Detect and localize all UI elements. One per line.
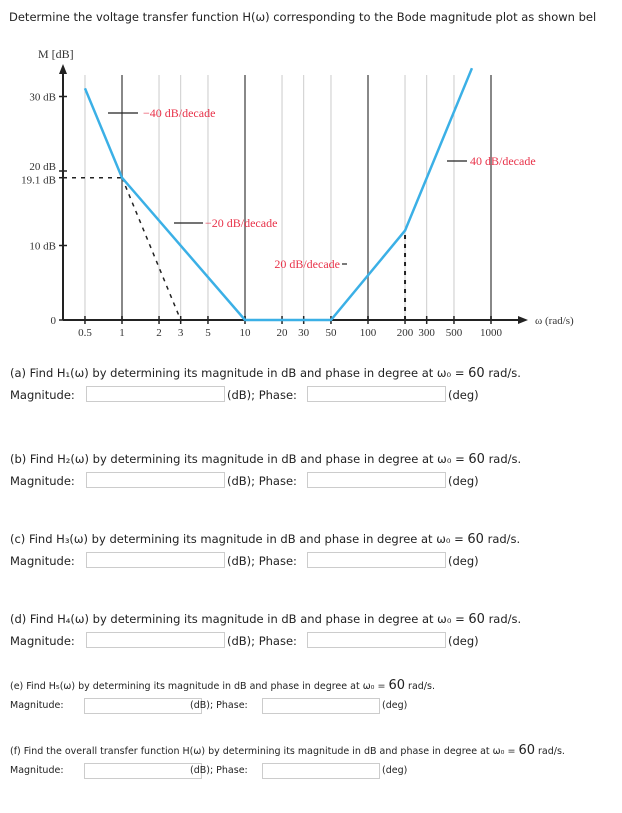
x-tick-label: 1 (119, 327, 125, 339)
y-tick-label: 10 dB (29, 241, 56, 253)
phase-input-c[interactable] (307, 552, 446, 568)
question-b: (b) Find H₂(ω) by determining its magnit… (10, 452, 521, 467)
phase-input-d[interactable] (307, 632, 446, 648)
magnitude-label: Magnitude: (10, 634, 75, 648)
db-phase-label: (dB); Phase: (190, 765, 248, 776)
slope-annotation: −40 dB/decade (143, 106, 215, 120)
unit: rad/s. (484, 452, 522, 466)
magnitude-label: Magnitude: (10, 474, 75, 488)
question-e: (e) Find H₅(ω) by determining its magnit… (10, 678, 435, 693)
x-tick-label: 300 (418, 327, 435, 339)
answer-row-c: Magnitude: (dB); Phase: (deg) (10, 552, 610, 570)
y-tick-label: 0 (51, 315, 57, 327)
x-tick-label: 5 (205, 327, 211, 339)
answer-row-b: Magnitude: (dB); Phase: (deg) (10, 472, 610, 490)
question-text: (e) Find H₅(ω) by determining its magnit… (10, 681, 389, 692)
question-text: (d) Find H₄(ω) by determining its magnit… (10, 612, 469, 626)
unit: rad/s. (484, 612, 522, 626)
y-tick-label: 20 dB (29, 161, 56, 173)
magnitude-label: Magnitude: (10, 554, 75, 568)
magnitude-label: Magnitude: (10, 700, 64, 711)
deg-label: (deg) (448, 634, 479, 648)
answer-row-d: Magnitude: (dB); Phase: (deg) (10, 632, 610, 650)
phase-input-b[interactable] (307, 472, 446, 488)
omega-value: 60 (467, 532, 484, 547)
x-tick-label: 3 (178, 327, 184, 339)
unit: rad/s. (484, 366, 521, 380)
question-text: (c) Find H₃(ω) by determining its magnit… (10, 532, 468, 546)
db-phase-label: (dB); Phase: (227, 554, 297, 568)
y-axis-arrow (59, 64, 67, 74)
y-tick-label: 30 dB (29, 92, 56, 104)
dashed-asymptote (121, 177, 182, 321)
db-phase-label: (dB); Phase: (227, 474, 297, 488)
bode-magnitude-plot: 0.5 1 2 3 5 10 20 30 50 100 200 300 500 1000 0 10 dB 19.… (21, 47, 574, 339)
deg-label: (deg) (448, 554, 479, 568)
x-tick-label: 0.5 (78, 327, 92, 339)
magnitude-curve (83, 67, 474, 322)
intro-text: Determine the voltage transfer function … (9, 10, 597, 24)
y-tick-label: 19.1 dB (21, 175, 56, 187)
magnitude-input-b[interactable] (86, 472, 225, 488)
magnitude-input-f[interactable] (84, 763, 202, 779)
magnitude-label: Magnitude: (10, 388, 75, 402)
phase-input-e[interactable] (262, 698, 380, 714)
omega-value: 60 (518, 743, 535, 758)
omega-value: 60 (468, 366, 485, 381)
x-tick-label: 1000 (480, 327, 503, 339)
deg-label: (deg) (382, 765, 408, 776)
question-c: (c) Find H₃(ω) by determining its magnit… (10, 532, 520, 547)
magnitude-label: Magnitude: (10, 765, 64, 776)
omega-value: 60 (388, 678, 406, 693)
slope-annotation: 40 dB/decade (470, 154, 536, 168)
magnitude-input-e[interactable] (84, 698, 202, 714)
x-tick-label: 20 (277, 327, 289, 339)
x-tick-label: 200 (397, 327, 414, 339)
db-phase-label: (dB); Phase: (190, 700, 248, 711)
answer-row-f: Magnitude: (dB); Phase: (deg) (10, 763, 610, 781)
omega-value: 60 (468, 612, 485, 627)
magnitude-input-d[interactable] (86, 632, 225, 648)
x-axis-arrow (518, 316, 528, 324)
db-phase-label: (dB); Phase: (227, 634, 297, 648)
question-text: (f) Find the overall transfer function H… (10, 746, 519, 757)
y-axis-label: M [dB] (38, 47, 74, 61)
x-tick-label: 30 (298, 327, 310, 339)
omega-value: 60 (468, 452, 485, 467)
unit: rad/s. (483, 532, 521, 546)
question-f: (f) Find the overall transfer function H… (10, 743, 565, 758)
question-text: (a) Find H₁(ω) by determining its magnit… (10, 366, 469, 380)
x-axis-label: ω (rad/s) (535, 315, 574, 327)
slope-annotation: −20 dB/decade (205, 216, 277, 230)
x-tick-label: 10 (240, 327, 252, 339)
db-phase-label: (dB); Phase: (227, 388, 297, 402)
answer-row-e: Magnitude: (dB); Phase: (deg) (10, 698, 610, 716)
unit: rad/s. (405, 681, 435, 692)
question-d: (d) Find H₄(ω) by determining its magnit… (10, 612, 521, 627)
answer-row-a: Magnitude: (dB); Phase: (deg) (10, 386, 610, 404)
phase-input-a[interactable] (307, 386, 446, 402)
unit: rad/s. (535, 746, 565, 757)
x-tick-label: 100 (360, 327, 377, 339)
deg-label: (deg) (382, 700, 408, 711)
question-text: (b) Find H₂(ω) by determining its magnit… (10, 452, 469, 466)
x-tick-label: 500 (446, 327, 463, 339)
slope-annotation: 20 dB/decade (274, 257, 340, 271)
x-tick-label: 2 (156, 327, 162, 339)
phase-input-f[interactable] (262, 763, 380, 779)
magnitude-input-c[interactable] (86, 552, 225, 568)
magnitude-input-a[interactable] (86, 386, 225, 402)
x-tick-label: 50 (325, 327, 337, 339)
question-a: (a) Find H₁(ω) by determining its magnit… (10, 366, 521, 381)
deg-label: (deg) (448, 388, 479, 402)
deg-label: (deg) (448, 474, 479, 488)
